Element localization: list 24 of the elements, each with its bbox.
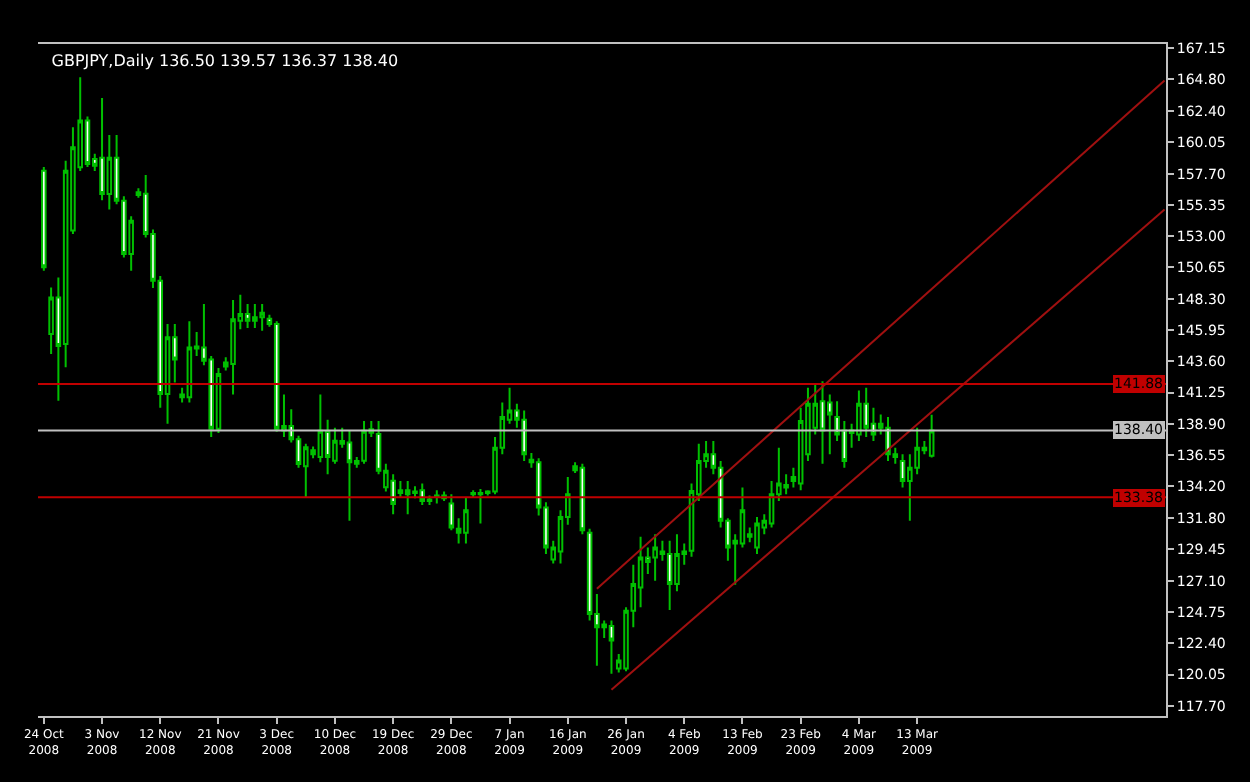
candlestick bbox=[434, 489, 440, 505]
candlestick bbox=[186, 320, 193, 404]
text: GBPJPY,Daily 136.50 139.57 136.37 138.40 bbox=[51, 51, 399, 70]
candlestick bbox=[346, 429, 353, 522]
candlestick bbox=[863, 386, 869, 439]
candlestick bbox=[477, 487, 484, 525]
candlestick bbox=[666, 539, 673, 611]
candlestick bbox=[819, 380, 826, 465]
candlestick bbox=[463, 495, 469, 545]
candlestick bbox=[404, 479, 411, 516]
candlestick bbox=[608, 619, 615, 675]
candlestick bbox=[41, 166, 47, 272]
candlestick bbox=[754, 515, 760, 556]
candlestick bbox=[928, 413, 935, 459]
candlestick bbox=[652, 533, 658, 582]
candlestick bbox=[856, 389, 862, 443]
candlestick bbox=[99, 96, 105, 202]
candlestick bbox=[361, 420, 367, 465]
candlestick bbox=[521, 409, 527, 462]
candlestick bbox=[259, 303, 265, 332]
candlestick bbox=[230, 299, 236, 396]
candlestick bbox=[244, 303, 251, 329]
candlestick bbox=[252, 303, 258, 329]
candlestick bbox=[303, 442, 309, 498]
